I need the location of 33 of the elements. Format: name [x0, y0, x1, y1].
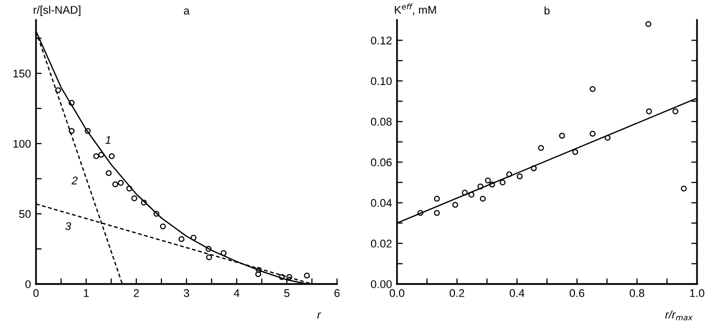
chart-title: a [184, 8, 190, 15]
x-tick-label: 3 [184, 289, 190, 298]
y-tick-label: 0.10 [370, 77, 392, 86]
x-tick-label: 5 [284, 289, 290, 298]
y-tick-label: 0 [25, 280, 31, 288]
y-tick-label: 100 [13, 140, 31, 148]
y-tick-label: 50 [19, 210, 31, 218]
y-tick-label: 0.00 [370, 280, 392, 288]
x-tick-label: 0 [33, 289, 39, 298]
x-tick-label: 0.6 [570, 289, 584, 298]
x-tick-label: 0.2 [450, 289, 464, 298]
x-tick-label: 0.0 [390, 289, 404, 298]
y-tick-label: 0.06 [370, 158, 392, 166]
y-axis-title: K$^{eff}$, mM [394, 4, 436, 16]
y-tick-label: 150 [13, 70, 31, 78]
chart-title: b [544, 6, 550, 15]
x-tick-label: 6 [334, 289, 340, 298]
y-tick-label: 0.02 [370, 240, 392, 248]
annotation: 1 [105, 136, 110, 144]
x-tick-label: 1 [84, 289, 89, 297]
x-tick-label: 4 [234, 289, 240, 297]
y-axis-title: r/[sl-NAD] [34, 6, 80, 16]
annotation: 2 [72, 176, 78, 184]
x-tick-label: 2 [134, 289, 139, 297]
x-axis-title: r [317, 312, 322, 318]
y-tick-label: 0.04 [370, 199, 392, 207]
x-axis-title: r/r$_{max}$ [665, 310, 693, 320]
y-tick-label: 0.08 [370, 118, 392, 126]
x-tick-label: 0.8 [630, 289, 644, 298]
x-tick-label: 0.4 [510, 289, 524, 298]
y-tick-label: 0.12 [370, 36, 392, 44]
annotation: 3 [65, 222, 72, 230]
x-tick-label: 1.0 [690, 289, 704, 298]
